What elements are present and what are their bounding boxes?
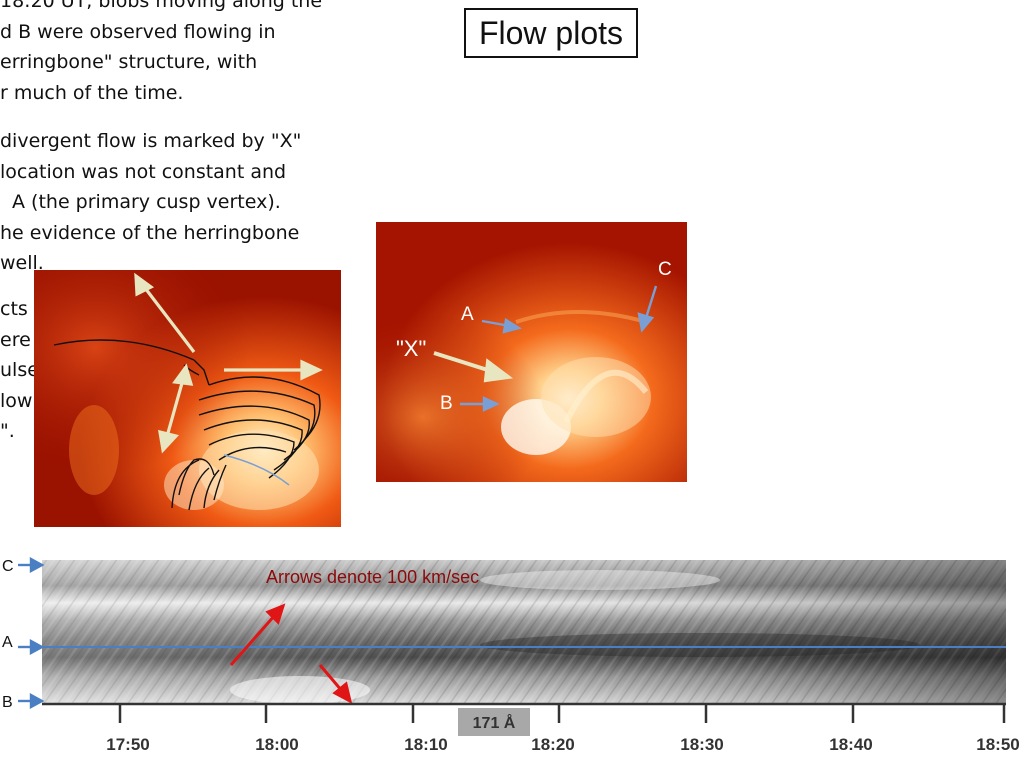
arrow-row-c-icon xyxy=(29,556,45,574)
label-x: "X" xyxy=(396,336,426,361)
text-line: 18:20 UT, blobs moving along the xyxy=(0,0,323,12)
arrow-row-b-icon xyxy=(29,692,45,710)
text-line: erringbone" structure, with xyxy=(0,51,258,73)
row-arrows xyxy=(18,556,45,710)
text-line: divergent flow is marked by "X" xyxy=(0,130,302,152)
left-solar-image-svg xyxy=(34,270,341,527)
text-line: cts xyxy=(0,298,28,320)
text-line: he evidence of the herringbone xyxy=(0,221,300,244)
arrow-up-icon xyxy=(172,363,194,386)
velocity-arrows xyxy=(229,603,353,704)
right-solar-image: C A "X" B xyxy=(376,222,687,482)
field-lines xyxy=(53,339,321,511)
tick-label: 17:50 xyxy=(106,735,149,754)
channel-badge xyxy=(458,708,530,736)
arrow-a-icon xyxy=(502,318,523,334)
time-slice-plot: C A B Arrows denote 100 km/sec xyxy=(0,555,1024,768)
text-line: ". xyxy=(0,420,15,442)
label-b: B xyxy=(440,393,453,414)
tick-label: 18:30 xyxy=(680,735,723,754)
tick-label: 18:00 xyxy=(255,735,298,754)
text-line: A (the primary cusp vertex). xyxy=(12,191,281,213)
row-label-c: C xyxy=(2,558,14,575)
arrow-up-left-icon xyxy=(134,272,155,297)
flow-arrows xyxy=(134,272,323,454)
slide-title: Flow plots xyxy=(464,8,638,58)
tick-label: 18:20 xyxy=(531,735,574,754)
time-slice-svg: C A B Arrows denote 100 km/sec xyxy=(2,556,1020,754)
left-solar-image xyxy=(34,270,341,527)
row-label-b: B xyxy=(2,694,13,711)
channel-badge-text: 171 Å xyxy=(473,713,516,732)
paragraph-1: 18:20 UT, blobs moving along the d B wer… xyxy=(0,0,322,108)
arrow-right-icon xyxy=(300,359,323,381)
arrow-down-icon xyxy=(158,429,180,454)
arrow-c-icon xyxy=(637,312,655,333)
text-line: r much of the time. xyxy=(0,81,184,104)
text-line: low xyxy=(0,389,33,412)
tick-label: 18:10 xyxy=(404,735,447,754)
axis-ticks xyxy=(118,704,1006,723)
paragraph-3: cts ere ulse low ". xyxy=(0,294,39,447)
text-line: location was not constant and xyxy=(0,160,287,183)
text-line: well. xyxy=(0,252,44,274)
text-line: ulse xyxy=(0,359,39,381)
arrow-row-a-icon xyxy=(29,638,45,656)
arrow-b-icon xyxy=(482,396,500,412)
arrow-up-right-icon xyxy=(265,603,286,625)
arrow-down-right-icon xyxy=(332,681,353,704)
text-line: ere xyxy=(0,328,31,351)
paragraph-2: divergent flow is marked by "X" location… xyxy=(0,126,301,279)
arrow-x-icon xyxy=(483,358,514,383)
label-a: A xyxy=(461,304,474,325)
tick-label: 18:40 xyxy=(829,735,872,754)
label-c: C xyxy=(658,259,672,280)
text-line: d B were observed flowing in xyxy=(0,20,276,43)
tick-label: 18:50 xyxy=(976,735,1019,754)
label-arrows xyxy=(460,285,658,412)
body-text: 18:20 UT, blobs moving along the d B wer… xyxy=(0,0,345,460)
speed-annotation: Arrows denote 100 km/sec xyxy=(266,567,479,587)
x-arrow xyxy=(433,351,514,383)
row-label-a: A xyxy=(2,634,13,651)
blue-trace xyxy=(223,454,290,486)
slide-title-text: Flow plots xyxy=(478,14,624,51)
right-solar-image-svg: C A "X" B xyxy=(376,222,687,482)
